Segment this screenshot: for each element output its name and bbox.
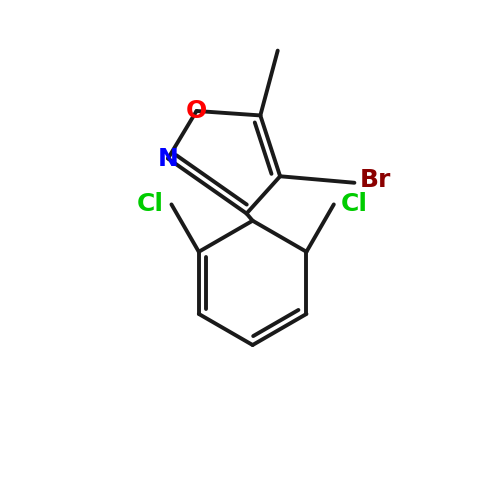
Text: O: O <box>186 99 207 123</box>
Text: N: N <box>158 146 178 171</box>
Text: Cl: Cl <box>341 192 368 216</box>
Text: Cl: Cl <box>137 192 164 216</box>
Text: Br: Br <box>360 168 391 192</box>
